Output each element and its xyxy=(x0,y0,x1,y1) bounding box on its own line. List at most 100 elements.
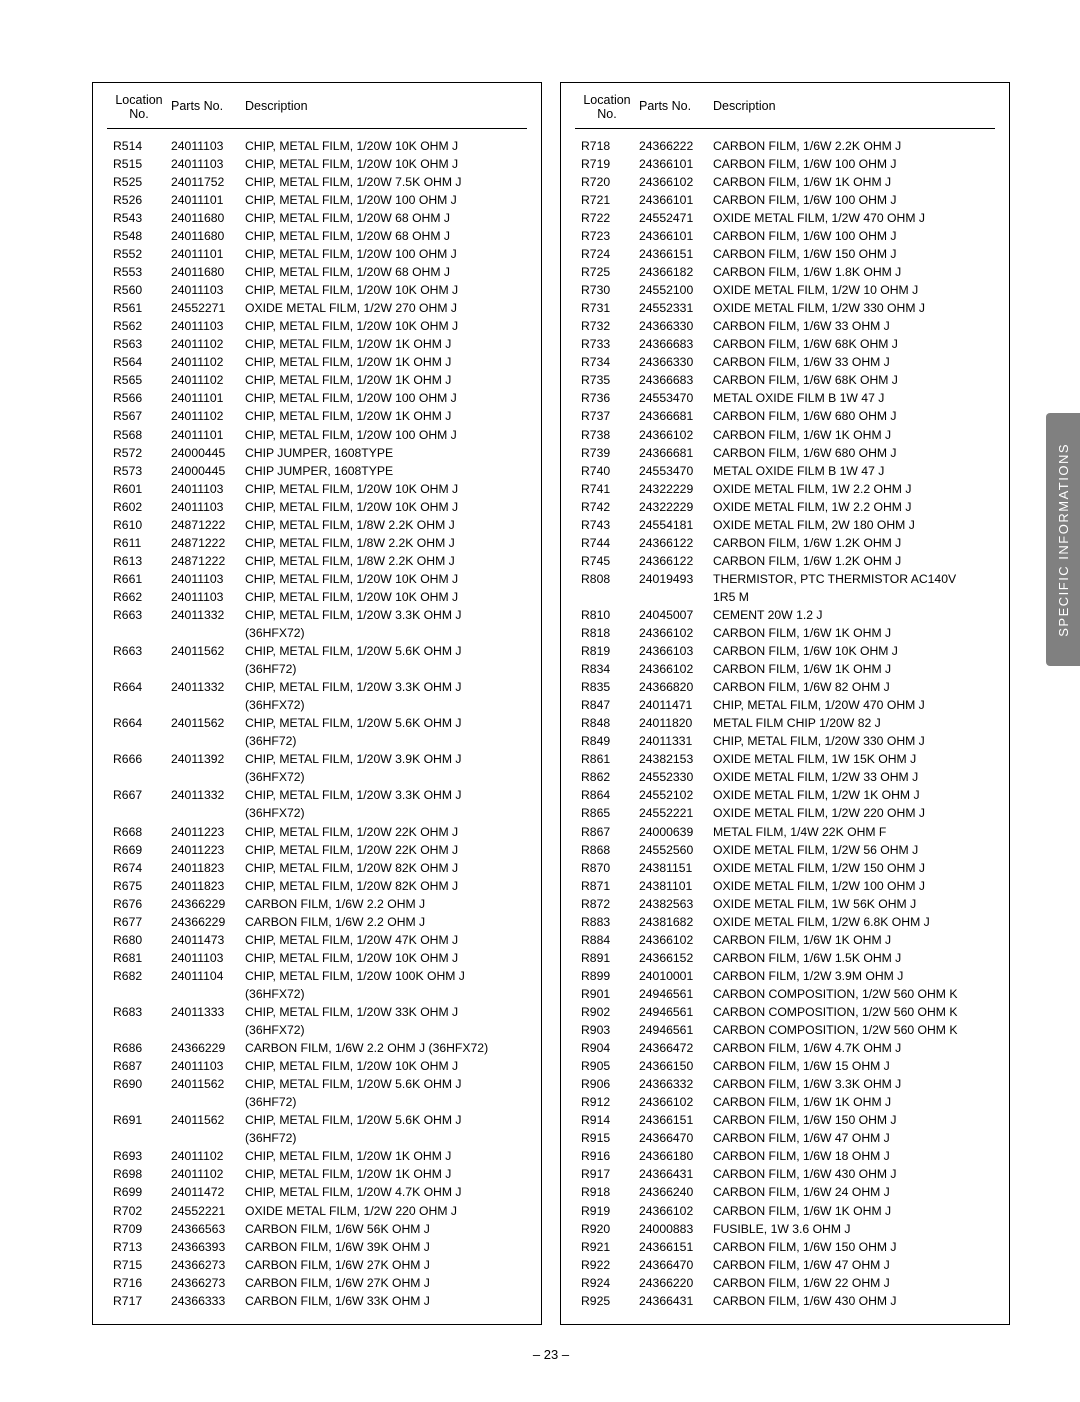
table-row: R57324000445CHIP JUMPER, 1608TYPE xyxy=(107,462,527,480)
table-row: R56024011103CHIP, METAL FILM, 1/20W 10K … xyxy=(107,281,527,299)
table-row: R55224011101CHIP, METAL FILM, 1/20W 100 … xyxy=(107,245,527,263)
table-row: R73224366330CARBON FILM, 1/6W 33 OHM J xyxy=(575,317,995,335)
table-row: R83424366102CARBON FILM, 1/6W 1K OHM J xyxy=(575,660,995,678)
table-row: R87024381151OXIDE METAL FILM, 1/2W 150 O… xyxy=(575,859,995,877)
table-row: R73724366681CARBON FILM, 1/6W 680 OHM J xyxy=(575,407,995,425)
table-row: R90124946561CARBON COMPOSITION, 1/2W 560… xyxy=(575,985,995,1003)
table-row: R73124552331OXIDE METAL FILM, 1/2W 330 O… xyxy=(575,299,995,317)
table-row: R66724011332CHIP, METAL FILM, 1/20W 3.3K… xyxy=(107,786,527,804)
table-row: R92024000883FUSIBLE, 1W 3.6 OHM J xyxy=(575,1220,995,1238)
table-row: R73424366330CARBON FILM, 1/6W 33 OHM J xyxy=(575,353,995,371)
table-row: R73824366102CARBON FILM, 1/6W 1K OHM J xyxy=(575,426,995,444)
table-row: R74324554181OXIDE METAL FILM, 2W 180 OHM… xyxy=(575,516,995,534)
table-row: R68124011103CHIP, METAL FILM, 1/20W 10K … xyxy=(107,949,527,967)
table-row: R67724366229CARBON FILM, 1/6W 2.2 OHM J xyxy=(107,913,527,931)
table-row: R68224011104CHIP, METAL FILM, 1/20W 100K… xyxy=(107,967,527,985)
table-row: R92524366431CARBON FILM, 1/6W 430 OHM J xyxy=(575,1292,995,1310)
table-row: (36HFX72) xyxy=(107,624,527,642)
table-row: R86424552102OXIDE METAL FILM, 1/2W 1K OH… xyxy=(575,786,995,804)
table-row: R56124552271OXIDE METAL FILM, 1/2W 270 O… xyxy=(107,299,527,317)
left-column: Location No. Parts No. Description R5142… xyxy=(92,82,542,1325)
table-row: R51524011103CHIP, METAL FILM, 1/20W 10K … xyxy=(107,155,527,173)
table-row: (36HF72) xyxy=(107,1093,527,1111)
table-row: R67524011823CHIP, METAL FILM, 1/20W 82K … xyxy=(107,877,527,895)
table-row: R84924011331CHIP, METAL FILM, 1/20W 330 … xyxy=(575,732,995,750)
table-row: R91624366180CARBON FILM, 1/6W 18 OHM J xyxy=(575,1147,995,1165)
table-row: R66624011392CHIP, METAL FILM, 1/20W 3.9K… xyxy=(107,750,527,768)
table-row: R92224366470CARBON FILM, 1/6W 47 OHM J xyxy=(575,1256,995,1274)
table-row: R88424366102CARBON FILM, 1/6W 1K OHM J xyxy=(575,931,995,949)
table-row: R71824366222CARBON FILM, 1/6W 2.2K OHM J xyxy=(575,137,995,155)
table-row: R81024045007CEMENT 20W 1.2 J xyxy=(575,606,995,624)
table-row: R56824011101CHIP, METAL FILM, 1/20W 100 … xyxy=(107,426,527,444)
table-row: R87224382563OXIDE METAL FILM, 1W 56K OHM… xyxy=(575,895,995,913)
table-row: R66124011103CHIP, METAL FILM, 1/20W 10K … xyxy=(107,570,527,588)
table-row: R69824011102CHIP, METAL FILM, 1/20W 1K O… xyxy=(107,1165,527,1183)
table-row: R69924011472CHIP, METAL FILM, 1/20W 4.7K… xyxy=(107,1183,527,1201)
table-row: R74024553470METAL OXIDE FILM B 1W 47 J xyxy=(575,462,995,480)
table-row: R66824011223CHIP, METAL FILM, 1/20W 22K … xyxy=(107,823,527,841)
table-row: R91924366102CARBON FILM, 1/6W 1K OHM J xyxy=(575,1202,995,1220)
table-row: R73524366683CARBON FILM, 1/6W 68K OHM J xyxy=(575,371,995,389)
right-column: Location No. Parts No. Description R7182… xyxy=(560,82,1010,1325)
table-row: R72524366182CARBON FILM, 1/6W 1.8K OHM J xyxy=(575,263,995,281)
table-row: R71524366273CARBON FILM, 1/6W 27K OHM J xyxy=(107,1256,527,1274)
table-row: R68624366229CARBON FILM, 1/6W 2.2 OHM J … xyxy=(107,1039,527,1057)
table-row: (36HF72) xyxy=(107,732,527,750)
table-row: R80824019493THERMISTOR, PTC THERMISTOR A… xyxy=(575,570,995,588)
table-row: R56324011102CHIP, METAL FILM, 1/20W 1K O… xyxy=(107,335,527,353)
header-parts: Parts No. xyxy=(639,93,713,122)
side-tab: SPECIFIC INFORMATIONS xyxy=(1046,413,1080,666)
table-row: R87124381101OXIDE METAL FILM, 1/2W 100 O… xyxy=(575,877,995,895)
header-description: Description xyxy=(713,93,995,122)
table-row: R83524366820CARBON FILM, 1/6W 82 OHM J xyxy=(575,678,995,696)
table-row: R72424366151CARBON FILM, 1/6W 150 OHM J xyxy=(575,245,995,263)
table-row: (36HFX72) xyxy=(107,804,527,822)
table-row: R71324366393CARBON FILM, 1/6W 39K OHM J xyxy=(107,1238,527,1256)
table-row: R54324011680CHIP, METAL FILM, 1/20W 68 O… xyxy=(107,209,527,227)
table-row: R71624366273CARBON FILM, 1/6W 27K OHM J xyxy=(107,1274,527,1292)
table-row: R70924366563CARBON FILM, 1/6W 56K OHM J xyxy=(107,1220,527,1238)
table-row: R71924366101CARBON FILM, 1/6W 100 OHM J xyxy=(575,155,995,173)
table-row: R92124366151CARBON FILM, 1/6W 150 OHM J xyxy=(575,1238,995,1256)
table-row: R56724011102CHIP, METAL FILM, 1/20W 1K O… xyxy=(107,407,527,425)
table-row: R71724366333CARBON FILM, 1/6W 33K OHM J xyxy=(107,1292,527,1310)
table-row: (36HF72) xyxy=(107,660,527,678)
table-row: R74124322229OXIDE METAL FILM, 1W 2.2 OHM… xyxy=(575,480,995,498)
table-header: Location No. Parts No. Description xyxy=(107,93,527,129)
table-row: R90524366150CARBON FILM, 1/6W 15 OHM J xyxy=(575,1057,995,1075)
table-row: R61124871222CHIP, METAL FILM, 1/8W 2.2K … xyxy=(107,534,527,552)
table-row: R73924366681CARBON FILM, 1/6W 680 OHM J xyxy=(575,444,995,462)
table-row: R73624553470METAL OXIDE FILM B 1W 47 J xyxy=(575,389,995,407)
table-row: R92424366220CARBON FILM, 1/6W 22 OHM J xyxy=(575,1274,995,1292)
table-row: (36HFX72) xyxy=(107,768,527,786)
table-row: R55324011680CHIP, METAL FILM, 1/20W 68 O… xyxy=(107,263,527,281)
table-row: R88324381682OXIDE METAL FILM, 1/2W 6.8K … xyxy=(575,913,995,931)
table-row: R72024366102CARBON FILM, 1/6W 1K OHM J xyxy=(575,173,995,191)
table-row: R72324366101CARBON FILM, 1/6W 100 OHM J xyxy=(575,227,995,245)
table-row: R91224366102CARBON FILM, 1/6W 1K OHM J xyxy=(575,1093,995,1111)
table-row: R86724000639METAL FILM, 1/4W 22K OHM F xyxy=(575,823,995,841)
table-row: R84724011471CHIP, METAL FILM, 1/20W 470 … xyxy=(575,696,995,714)
header-description: Description xyxy=(245,93,527,122)
table-row: R72224552471OXIDE METAL FILM, 1/2W 470 O… xyxy=(575,209,995,227)
table-row: R90224946561CARBON COMPOSITION, 1/2W 560… xyxy=(575,1003,995,1021)
table-row: R90624366332CARBON FILM, 1/6W 3.3K OHM J xyxy=(575,1075,995,1093)
table-row: R81824366102CARBON FILM, 1/6W 1K OHM J xyxy=(575,624,995,642)
table-row: R60224011103CHIP, METAL FILM, 1/20W 10K … xyxy=(107,498,527,516)
table-row: R73024552100OXIDE METAL FILM, 1/2W 10 OH… xyxy=(575,281,995,299)
table-row: R86524552221OXIDE METAL FILM, 1/2W 220 O… xyxy=(575,804,995,822)
page-number: – 23 – xyxy=(92,1347,1010,1362)
table-row: R81924366103CARBON FILM, 1/6W 10K OHM J xyxy=(575,642,995,660)
table-row: R72124366101CARBON FILM, 1/6W 100 OHM J xyxy=(575,191,995,209)
right-table-body: R71824366222CARBON FILM, 1/6W 2.2K OHM J… xyxy=(575,137,995,1310)
table-row: R74424366122CARBON FILM, 1/6W 1.2K OHM J xyxy=(575,534,995,552)
header-parts: Parts No. xyxy=(171,93,245,122)
table-row: (36HFX72) xyxy=(107,1021,527,1039)
table-row: R91824366240CARBON FILM, 1/6W 24 OHM J xyxy=(575,1183,995,1201)
table-row: R56224011103CHIP, METAL FILM, 1/20W 10K … xyxy=(107,317,527,335)
table-row: R57224000445CHIP JUMPER, 1608TYPE xyxy=(107,444,527,462)
table-row: R86124382153OXIDE METAL FILM, 1W 15K OHM… xyxy=(575,750,995,768)
table-row: R66924011223CHIP, METAL FILM, 1/20W 22K … xyxy=(107,841,527,859)
table-row: R56424011102CHIP, METAL FILM, 1/20W 1K O… xyxy=(107,353,527,371)
